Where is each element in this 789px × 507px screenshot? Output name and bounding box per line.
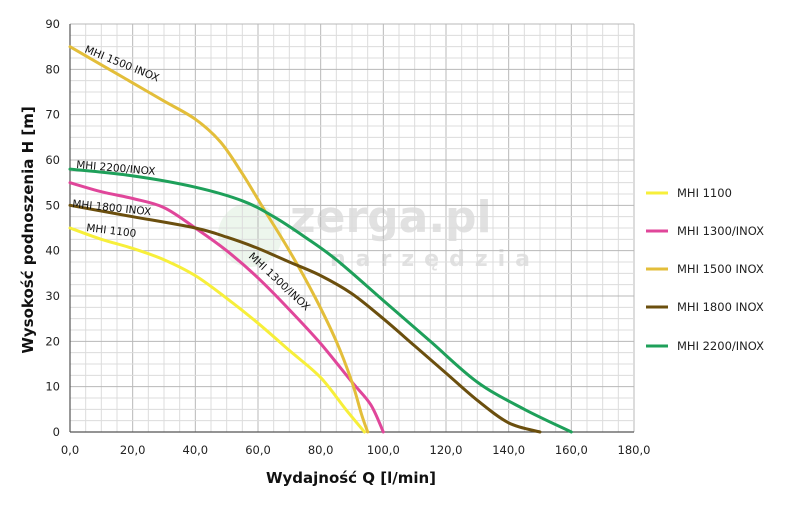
legend-entry: MHI 1300/INOX — [677, 224, 764, 238]
x-axis-title: Wydajność Q [l/min] — [266, 469, 436, 487]
y-tick-label: 10 — [45, 380, 60, 394]
series-line-mhi-2200-inox — [68, 167, 573, 434]
y-axis-title: Wysokość podnoszenia H [m] — [19, 106, 37, 353]
x-tick-label: 120,0 — [430, 443, 463, 457]
legend: MHI 1100 MHI 1300/INOX MHI 1500 INOX MHI 18… — [646, 186, 764, 353]
y-tick-label: 20 — [45, 334, 60, 348]
x-tick-label: 100,0 — [367, 443, 400, 457]
y-tick-label: 70 — [45, 108, 60, 122]
series-lines — [68, 45, 573, 434]
x-tick-label: 0,0 — [61, 443, 79, 457]
y-tick-label: 80 — [45, 62, 60, 76]
x-tick-label: 40,0 — [183, 443, 209, 457]
watermark-main-text: zerga.pl — [290, 192, 492, 243]
y-tick-label: 90 — [45, 17, 60, 31]
y-tick-labels: 0 10 20 30 40 50 60 70 80 90 — [45, 17, 60, 439]
y-tick-label: 30 — [45, 289, 60, 303]
x-tick-label: 80,0 — [308, 443, 334, 457]
legend-entry: MHI 1500 INOX — [677, 262, 764, 276]
y-tick-label: 50 — [45, 198, 60, 212]
legend-entry: MHI 1100 — [677, 186, 732, 200]
y-tick-label: 60 — [45, 153, 60, 167]
x-tick-label: 140,0 — [492, 443, 525, 457]
y-tick-label: 40 — [45, 244, 60, 258]
legend-entry: MHI 1800 INOX — [677, 300, 764, 314]
x-tick-label: 160,0 — [555, 443, 588, 457]
x-tick-label: 180,0 — [618, 443, 651, 457]
series-line-mhi-1500-inox — [68, 45, 370, 434]
x-tick-label: 20,0 — [120, 443, 146, 457]
series-line-mhi-1800-inox — [68, 203, 542, 434]
legend-entry: MHI 2200/INOX — [677, 339, 764, 353]
x-tick-labels: 0,0 20,0 40,0 60,0 80,0 100,0 120,0 140,0 160,0 1… — [61, 443, 651, 457]
y-tick-label: 0 — [53, 425, 60, 439]
x-tick-label: 60,0 — [245, 443, 271, 457]
series-line-mhi-1100 — [68, 226, 366, 434]
